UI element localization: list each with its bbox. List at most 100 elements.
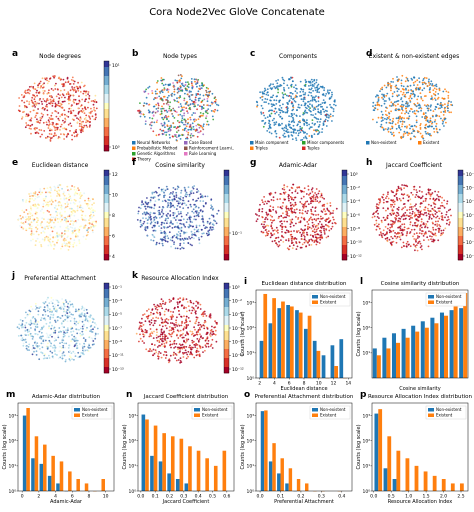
scatter-point [154, 200, 157, 203]
scatter-point [171, 227, 174, 229]
scatter-point [148, 111, 151, 114]
scatter-point [26, 218, 28, 220]
scatter-point [391, 127, 394, 130]
scatter-point [179, 79, 181, 81]
colorbar-cell [104, 115, 109, 119]
scatter-point [431, 207, 434, 210]
scatter-point [301, 212, 304, 215]
scatter-point [35, 91, 38, 94]
scatter-point [195, 93, 198, 95]
scatter-point [276, 198, 279, 201]
scatter-point [49, 350, 52, 353]
scatter-point [198, 242, 201, 245]
panel-letter: h [366, 158, 372, 168]
scatter-point [181, 84, 184, 87]
scatter-point [57, 100, 60, 103]
scatter-point [399, 128, 402, 131]
scatter-point [423, 212, 426, 214]
scatter-point [29, 310, 32, 313]
scatter-point [62, 78, 65, 81]
scatter-point [78, 201, 81, 203]
scatter-point [264, 87, 266, 90]
scatter-point [213, 110, 216, 113]
scatter-point [165, 200, 167, 203]
scatter-point [413, 110, 416, 112]
scatter-point [157, 194, 160, 197]
scatter-point [415, 244, 418, 247]
scatter-point [28, 343, 31, 346]
scatter-point [80, 123, 83, 126]
scatter-point [263, 90, 266, 93]
scatter-point [427, 203, 430, 206]
scatter-point [51, 220, 53, 223]
scatter-point [444, 227, 447, 230]
colorbar-cell [104, 242, 109, 246]
colorbar-cell [104, 370, 109, 374]
scatter-point [91, 110, 93, 113]
scatter-point [28, 227, 31, 230]
scatter-point [416, 235, 419, 237]
scatter-point [410, 132, 413, 135]
colorbar-cell [104, 236, 109, 240]
scatter-point [285, 229, 288, 232]
scatter-point [43, 82, 45, 85]
scatter-point [273, 233, 276, 235]
scatter-point [321, 196, 324, 199]
scatter-point [43, 317, 46, 320]
scatter-point [400, 232, 403, 234]
scatter-point [411, 79, 414, 81]
scatter-point [87, 199, 90, 202]
scatter-point [73, 320, 76, 322]
scatter-point [427, 109, 430, 112]
scatter-point [416, 209, 419, 212]
scatter-point [423, 87, 426, 90]
scatter-point [308, 219, 310, 222]
scatter-point [32, 94, 34, 96]
scatter-point [391, 92, 394, 95]
scatter-point [154, 90, 157, 93]
scatter-point [158, 193, 161, 196]
scatter-point [42, 205, 45, 208]
scatter-point [277, 85, 280, 87]
scatter-point [208, 217, 211, 220]
scatter-point [447, 97, 450, 99]
colorbar-cell [224, 245, 229, 249]
scatter-point [190, 190, 192, 193]
scatter-point [47, 336, 50, 339]
scatter-point [29, 212, 32, 215]
scatter-point [65, 217, 68, 220]
scatter-point [155, 121, 158, 123]
scatter-point [68, 241, 71, 244]
scatter-point [83, 309, 86, 312]
scatter-point [151, 92, 154, 95]
scatter-point [83, 325, 85, 328]
colorbar-cell [104, 367, 109, 371]
scatter-point [186, 89, 188, 92]
scatter-point [144, 208, 147, 210]
scatter-point [59, 77, 62, 80]
scatter-point [320, 234, 323, 236]
legend-swatch [366, 141, 370, 145]
colorbar-cell [458, 218, 463, 222]
scatter-point [269, 126, 272, 129]
scatter-point [414, 214, 417, 217]
scatter-point [210, 204, 213, 207]
panel-title: Node types [163, 53, 197, 60]
scatter-point [45, 201, 47, 204]
scatter-point [399, 220, 402, 223]
scatter-point [385, 106, 387, 109]
scatter-point [209, 90, 212, 93]
scatter-point [39, 188, 41, 190]
scatter-point [447, 91, 450, 94]
scatter-point [274, 112, 277, 115]
scatter-point [61, 337, 64, 340]
scatter-point [81, 305, 84, 308]
scatter-point [406, 231, 409, 233]
scatter-point [70, 313, 73, 316]
scatter-point [42, 211, 45, 214]
scatter-point [405, 217, 407, 220]
colorbar-cell [104, 248, 109, 252]
scatter-point [191, 114, 194, 116]
scatter-point [73, 358, 75, 361]
scatter-point [180, 215, 183, 218]
